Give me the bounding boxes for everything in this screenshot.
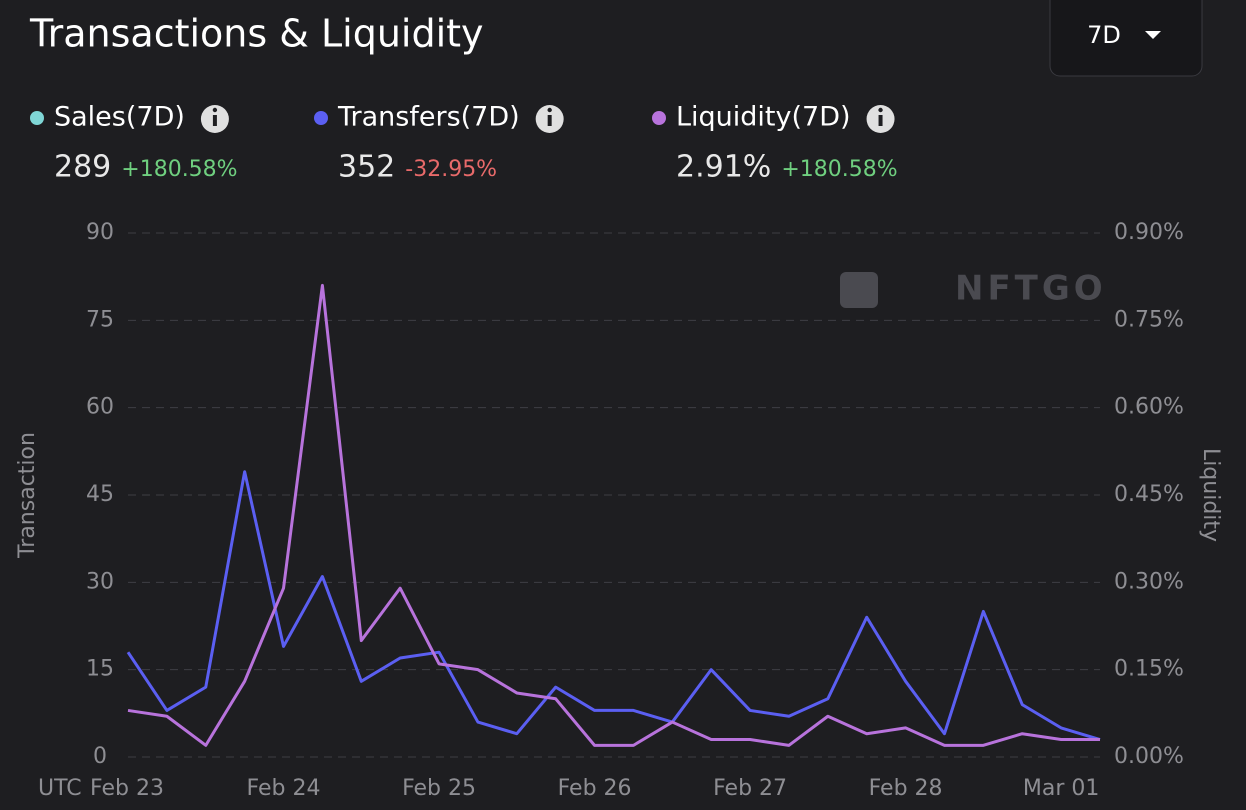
- stat-value: 289: [54, 150, 111, 185]
- y2-tick-label: 0.15%: [1114, 657, 1184, 682]
- info-icon-dot: [212, 107, 218, 113]
- chart-title: Transactions & Liquidity: [29, 12, 484, 56]
- stat-change: +180.58%: [121, 157, 237, 182]
- info-icon-dot: [547, 107, 552, 113]
- legend-dot: [30, 111, 44, 125]
- series-line: [127, 283, 1100, 747]
- info-icon-bar: [212, 115, 217, 126]
- x-tick-label: Feb 25: [402, 776, 476, 801]
- y2-tick-label: 0.30%: [1114, 569, 1184, 594]
- legend-dot: [652, 111, 666, 125]
- watermark-logo: [840, 272, 878, 308]
- y2-tick-label: 0.60%: [1114, 395, 1184, 420]
- y2-axis-title: Liquidity: [1198, 448, 1223, 542]
- x-tick-label: Mar 01: [1023, 776, 1100, 801]
- info-icon-dot: [878, 107, 883, 113]
- y-tick-label: 90: [86, 220, 114, 245]
- legend-label: Sales(7D): [54, 102, 185, 133]
- y-tick-label: 45: [86, 482, 114, 507]
- x-tick-label: Feb 27: [713, 776, 787, 801]
- legend-label: Transfers(7D): [337, 102, 520, 133]
- stat-value: 352: [338, 150, 395, 185]
- legend-dot: [314, 111, 328, 125]
- dropdown-arrow[interactable]: [1145, 31, 1161, 39]
- y2-tick-label: 0.00%: [1114, 744, 1184, 769]
- watermark: NFTGO: [955, 269, 1107, 309]
- y-tick-label: 15: [86, 657, 114, 682]
- y-tick-label: 60: [86, 395, 114, 420]
- y-tick-label: 75: [86, 307, 114, 332]
- y-tick-label: 0: [93, 744, 107, 769]
- x-tick-label: Feb 28: [869, 776, 943, 801]
- y2-tick-label: 0.90%: [1114, 220, 1184, 245]
- range-label[interactable]: 7D: [1087, 21, 1121, 49]
- y-tick-label: 30: [86, 569, 114, 594]
- stat-change: +180.58%: [781, 157, 897, 182]
- x-tick-label: Feb 26: [558, 776, 632, 801]
- x-tick-label: Feb 23: [90, 776, 164, 801]
- series-line: [126, 470, 1101, 741]
- range-dropdown[interactable]: [1049, 0, 1203, 77]
- y2-tick-label: 0.75%: [1114, 307, 1184, 332]
- stat-change: -32.95%: [405, 157, 497, 182]
- info-icon-bar: [547, 115, 552, 126]
- x-tick-label: Feb 24: [247, 776, 321, 801]
- stat-value: 2.91%: [676, 150, 771, 185]
- legend-label: Liquidity(7D): [676, 102, 851, 133]
- y-axis-title: Transaction: [15, 432, 40, 559]
- x-prefix: UTC: [38, 776, 82, 801]
- y2-tick-label: 0.45%: [1114, 482, 1184, 507]
- info-icon-bar: [878, 115, 883, 126]
